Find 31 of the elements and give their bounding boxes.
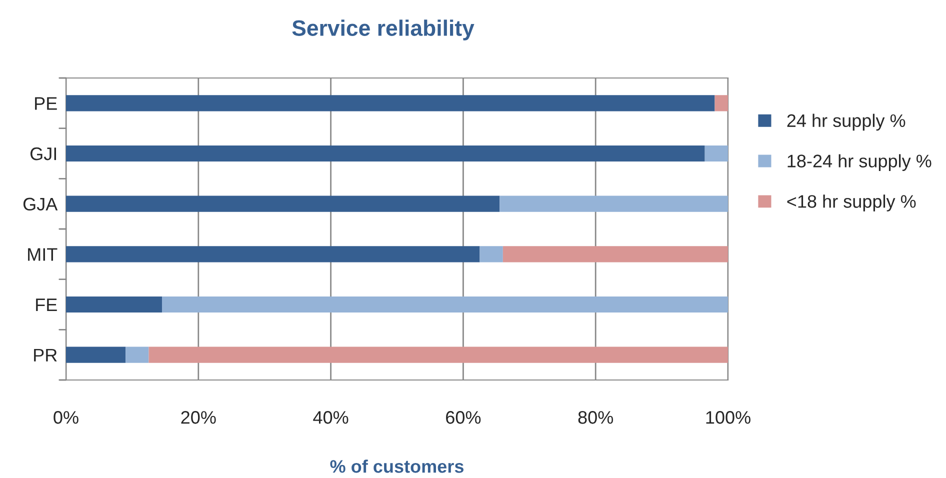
legend-label: 18-24 hr supply % [788,154,932,172]
bar [66,246,480,262]
x-tick-label: 60% [446,411,481,424]
bar [500,196,728,212]
bar [480,246,503,262]
y-tick-label: MIT [28,248,58,261]
x-axis-title: % of customers [330,460,464,473]
legend-label: 24 hr supply % [787,114,906,131]
bar [704,145,728,162]
chart-title: Service reliability [292,20,474,40]
bar [714,95,728,112]
y-tick-label: PR [34,348,57,362]
y-tick-label: PE [35,97,57,110]
bar [66,296,162,313]
bar [148,346,728,363]
y-tick-label: GJA [23,198,58,211]
bar [66,95,715,112]
x-tick-label: 20% [181,411,216,424]
bar [66,346,126,363]
x-tick-label: 40% [313,411,348,424]
bar [502,246,728,262]
bar [126,346,149,363]
x-tick-label: 100% [706,411,750,424]
legend-label: <18 hr supply % [787,194,916,212]
x-tick-label: 0% [54,411,78,424]
y-tick-label: FE [36,298,57,312]
bar [162,296,728,313]
x-tick-label: 80% [578,411,614,424]
bar [66,196,500,212]
bar [66,145,705,162]
y-tick-label: GJI [30,147,56,160]
